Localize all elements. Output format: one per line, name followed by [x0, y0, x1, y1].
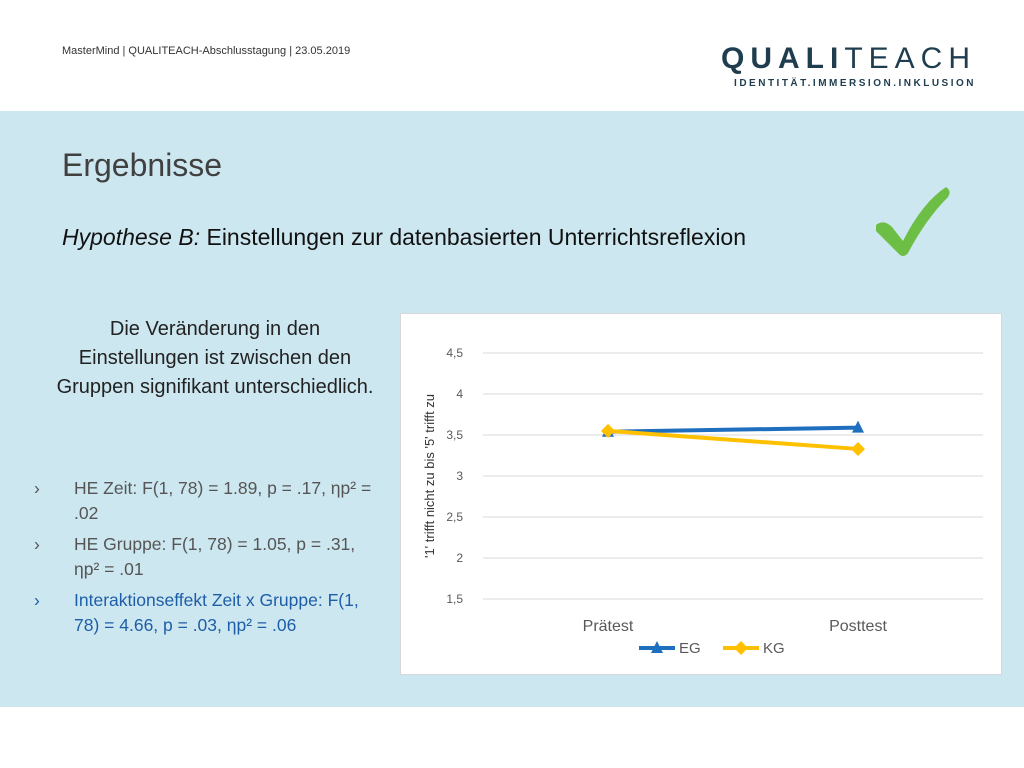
- y-tick-label: 3,5: [446, 428, 463, 442]
- y-tick-label: 3: [456, 469, 463, 483]
- data-point-eg: [651, 641, 663, 653]
- bullet-stat: F(1, 78) = 4.66, p = .03, ηp² = .06: [74, 590, 359, 635]
- y-tick-label: 1,5: [446, 592, 463, 606]
- logo-subtitle: IDENTITÄT.IMMERSION.INKLUSION: [734, 78, 976, 89]
- bullet-marker: ›: [34, 534, 40, 554]
- line-chart: 1,5 2 2,5 3 3,5 4 4,5 Prätest Posttest '1' trifft…: [422, 346, 983, 657]
- hypothesis-label: Hypothese B:: [62, 224, 201, 250]
- y-tick-label: 4,5: [446, 346, 463, 360]
- legend-label-eg: EG: [679, 640, 701, 657]
- y-tick-label: 4: [456, 387, 463, 401]
- checkmark-icon: [876, 187, 950, 256]
- data-point-eg: [852, 420, 864, 433]
- slide-title: Ergebnisse: [62, 147, 223, 183]
- data-point-kg: [851, 441, 865, 456]
- summary-text: Die Veränderung in den Einstellungen ist…: [56, 318, 374, 398]
- series-line-eg: [607, 425, 859, 434]
- list-item: › Interaktionseffekt Zeit x Gruppe: F(1, …: [34, 588, 379, 638]
- bullet-label: HE Gruppe:: [74, 534, 172, 554]
- list-item: › HE Gruppe: F(1, 78) = 1.05, p = .31, ηp…: [34, 532, 379, 582]
- header-info: MasterMind | QUALITEACH-Abschlusstagung …: [62, 45, 351, 57]
- y-axis-label: '1' trifft nicht zu bis '5' trifft zu: [422, 394, 437, 558]
- series-line-kg: [607, 428, 859, 451]
- bullet-stat: F(1, 78) = 1.89, p = .17, ηp² = .02: [74, 478, 372, 523]
- logo-bold: QUALI: [720, 42, 845, 75]
- y-tick-label: 2: [456, 551, 463, 565]
- statistics-list: › HE Zeit: F(1, 78) = 1.89, p = .17, ηp² …: [34, 476, 379, 644]
- x-tick-label: Posttest: [829, 618, 887, 635]
- chart-container: 1,5 2 2,5 3 3,5 4 4,5 Prätest Posttest '1' trifft…: [400, 313, 1002, 675]
- slide-subtitle: Hypothese B: Einstellungen zur datenbasi…: [62, 224, 746, 251]
- data-point-kg: [734, 641, 748, 655]
- bullet-label: Interaktionseffekt Zeit x Gruppe:: [74, 590, 328, 610]
- y-tick-label: 2,5: [446, 510, 463, 524]
- legend-label-kg: KG: [763, 640, 785, 657]
- bullet-label: HE Zeit:: [74, 478, 143, 498]
- hypothesis-text: Einstellungen zur datenbasierten Unterri…: [200, 224, 747, 250]
- bullet-marker: ›: [34, 590, 40, 610]
- bullet-marker: ›: [34, 478, 40, 498]
- logo-rest: TEACH: [844, 42, 976, 75]
- x-tick-label: Prätest: [583, 618, 634, 635]
- list-item: › HE Zeit: F(1, 78) = 1.89, p = .17, ηp² …: [34, 476, 379, 526]
- data-point-kg: [601, 423, 615, 438]
- bullet-stat: F(1, 78) = 1.05, p = .31, ηp² = .01: [74, 534, 356, 579]
- logo: QUALITEACH IDENTITÄT.IMMERSION.INKLUSION: [720, 42, 976, 90]
